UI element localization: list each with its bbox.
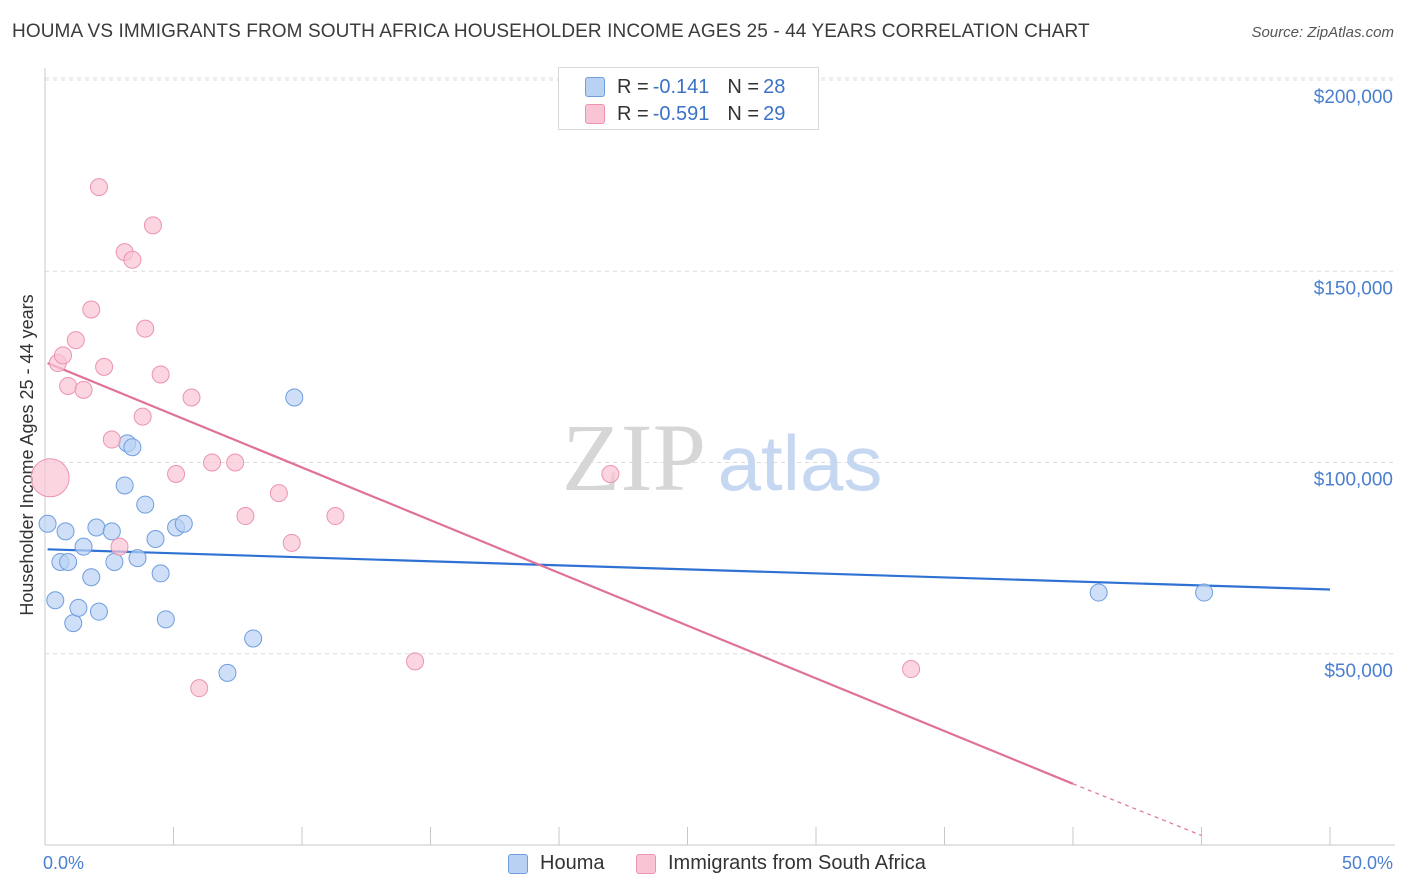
south-africa-point xyxy=(406,652,425,671)
trend-lines xyxy=(47,362,1331,836)
houma-point xyxy=(1195,583,1214,602)
y-axis-label: Householder Income Ages 25 - 44 years xyxy=(17,294,37,615)
south-africa-point xyxy=(133,407,152,426)
houma-point xyxy=(151,564,170,583)
south-africa-point xyxy=(226,453,245,472)
south-africa-trend-line xyxy=(47,362,1074,785)
south-africa-point xyxy=(123,250,142,269)
axes xyxy=(44,68,1395,846)
south-africa-legend-swatch xyxy=(636,853,656,874)
houma-point xyxy=(128,549,147,568)
houma-point xyxy=(123,438,142,457)
houma-swatch xyxy=(585,77,605,97)
scatter-points xyxy=(30,178,1214,698)
legend-row-houma: R = -0.141 N = 28 xyxy=(585,75,785,99)
houma-point xyxy=(87,518,106,537)
south-africa-point xyxy=(136,319,155,338)
houma-point xyxy=(1089,583,1108,602)
south-africa-point xyxy=(53,346,72,365)
houma-point xyxy=(174,514,193,533)
houma-point xyxy=(115,476,134,495)
houma-legend-swatch xyxy=(508,853,528,874)
houma-point xyxy=(102,522,121,541)
south-africa-point xyxy=(82,300,101,319)
y-tick-label: $50,000 xyxy=(1324,661,1393,682)
x-tick-label: 0.0% xyxy=(43,853,84,873)
south-africa-point xyxy=(236,507,255,526)
south-africa-point xyxy=(30,458,70,498)
legend-r-label: R = xyxy=(617,75,649,98)
legend-item-south-africa[interactable]: Immigrants from South Africa xyxy=(636,852,926,875)
chart-title: HOUMA VS IMMIGRANTS FROM SOUTH AFRICA HO… xyxy=(12,21,1090,42)
grid-lines xyxy=(45,77,1395,655)
south-africa-point xyxy=(326,507,345,526)
correlation-legend: R = -0.141 N = 28 R = -0.591 N = 29 xyxy=(558,67,819,130)
south-africa-point xyxy=(190,679,209,698)
south-africa-r-value: -0.591 xyxy=(652,102,710,125)
south-africa-point xyxy=(95,357,114,376)
houma-point xyxy=(64,614,83,633)
south-africa-point xyxy=(151,365,170,384)
south-africa-trend-extension xyxy=(1072,783,1202,836)
legend-n-label: N = xyxy=(727,75,760,98)
south-africa-point xyxy=(143,216,162,235)
houma-point xyxy=(105,552,124,571)
watermark: ZIP atlas xyxy=(562,404,882,511)
x-tick-label: 50.0% xyxy=(1342,853,1393,873)
south-africa-point xyxy=(110,537,129,556)
watermark-zip: ZIP xyxy=(562,404,706,511)
south-africa-point xyxy=(902,660,921,679)
houma-point xyxy=(244,629,263,648)
x-tick-labels: 0.0% 50.0% xyxy=(43,853,1393,873)
south-africa-legend-label: Immigrants from South Africa xyxy=(668,852,926,874)
south-africa-point xyxy=(269,484,288,503)
houma-point xyxy=(218,663,237,682)
south-africa-point xyxy=(167,464,186,483)
y-tick-label: $200,000 xyxy=(1314,87,1393,108)
houma-r-value: -0.141 xyxy=(652,75,710,98)
y-tick-label: $150,000 xyxy=(1314,278,1393,299)
source-credit: Source: ZipAtlas.com xyxy=(1251,24,1394,41)
south-africa-point xyxy=(66,331,85,350)
south-africa-n-value: 29 xyxy=(763,102,786,125)
houma-point xyxy=(46,591,65,610)
south-africa-point xyxy=(182,388,201,407)
houma-point xyxy=(38,514,57,533)
houma-n-value: 28 xyxy=(763,75,786,98)
legend-row-south-africa: R = -0.591 N = 29 xyxy=(585,102,785,126)
houma-point xyxy=(74,537,93,556)
houma-point xyxy=(82,568,101,587)
legend-r-label: R = xyxy=(617,102,649,125)
south-africa-point xyxy=(282,533,301,552)
houma-point xyxy=(89,602,108,621)
watermark-atlas: atlas xyxy=(718,419,883,507)
houma-legend-label: Houma xyxy=(540,852,605,874)
houma-trend-line xyxy=(47,548,1331,591)
south-africa-point xyxy=(102,430,121,449)
y-tick-label: $100,000 xyxy=(1314,470,1393,491)
houma-point xyxy=(136,495,155,514)
houma-point xyxy=(59,552,78,571)
south-africa-point xyxy=(59,377,78,395)
south-africa-point xyxy=(601,464,620,483)
south-africa-point xyxy=(203,453,222,472)
houma-point xyxy=(69,598,88,617)
series-legend: Houma Immigrants from South Africa xyxy=(0,852,1406,878)
y-tick-labels: $50,000 $100,000 $150,000 $200,000 xyxy=(1314,87,1393,682)
houma-point xyxy=(146,530,165,548)
legend-n-label: N = xyxy=(727,102,760,125)
houma-point xyxy=(56,522,75,541)
south-africa-point xyxy=(74,380,93,399)
houma-point xyxy=(156,610,175,629)
houma-point xyxy=(285,388,304,407)
legend-item-houma[interactable]: Houma xyxy=(508,852,604,875)
south-africa-swatch xyxy=(585,104,605,124)
south-africa-point xyxy=(89,178,108,197)
